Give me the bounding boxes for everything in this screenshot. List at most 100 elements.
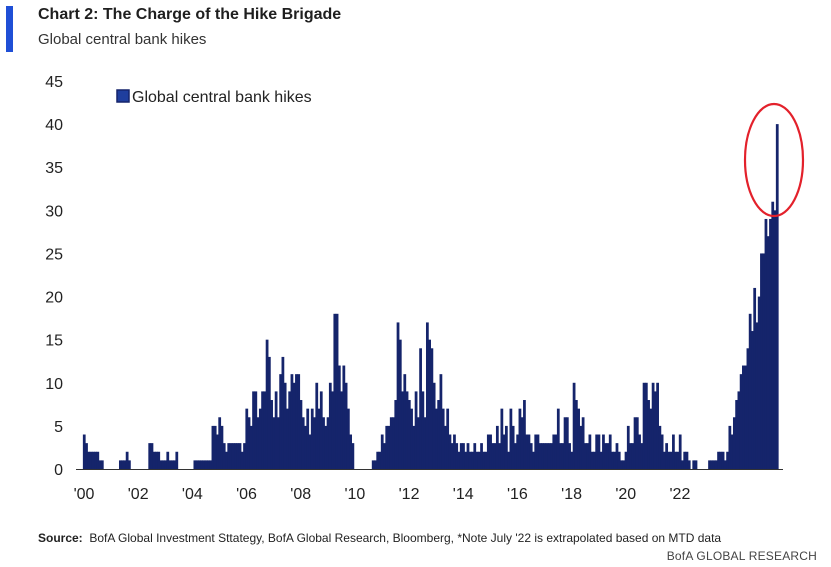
bar (755, 322, 759, 469)
bar (692, 460, 696, 469)
bar (717, 451, 720, 469)
chart-title: Chart 2: The Charge of the Hike Brigade (38, 6, 342, 23)
bar (714, 460, 718, 469)
bar (572, 382, 576, 469)
bar (267, 356, 271, 469)
x-tick-label: '20 (615, 486, 636, 503)
bar (297, 374, 301, 469)
bar (453, 434, 456, 469)
bar (220, 425, 224, 469)
bar (292, 382, 296, 469)
y-tick-label: 5 (54, 419, 63, 436)
bar (742, 365, 745, 469)
bar (593, 451, 596, 469)
bar (439, 374, 443, 469)
bar (416, 417, 420, 469)
bar (766, 236, 770, 469)
bar (317, 408, 321, 469)
bar (225, 451, 228, 469)
bar (200, 460, 204, 469)
bar (263, 391, 267, 469)
bar (667, 451, 671, 469)
source-note: Source: BofA Global Investment Sttategy,… (38, 531, 721, 545)
bar (712, 460, 716, 469)
bar (270, 400, 273, 469)
x-tick-label: '06 (236, 486, 257, 503)
bar (498, 443, 501, 469)
bar (252, 391, 255, 469)
bar (694, 460, 698, 469)
bar (218, 417, 222, 469)
bar (640, 443, 644, 469)
bar (335, 313, 339, 469)
bar (504, 425, 508, 469)
bar (769, 218, 772, 469)
bar (599, 451, 603, 469)
bar (482, 451, 486, 469)
bar (231, 443, 235, 469)
bar (315, 382, 319, 469)
bar (281, 356, 285, 469)
bar (405, 391, 409, 469)
bar (164, 460, 167, 469)
x-tick-label: '12 (399, 486, 420, 503)
bar (486, 434, 490, 469)
bar (771, 201, 775, 469)
bar (511, 425, 515, 469)
bar (678, 434, 682, 469)
bar (274, 391, 278, 469)
bar (319, 391, 323, 469)
bar (96, 451, 100, 469)
bar (584, 443, 587, 469)
source-label: Source: (38, 531, 83, 545)
bar (85, 443, 88, 469)
bar (590, 451, 594, 469)
x-tick-label: '16 (507, 486, 528, 503)
bar (595, 434, 599, 469)
bar (541, 443, 544, 469)
bar (523, 400, 526, 469)
bar (480, 443, 483, 469)
bar (414, 391, 418, 469)
bar (351, 443, 355, 469)
bar (674, 451, 678, 469)
bar (681, 460, 684, 469)
bar (265, 339, 269, 469)
bar (570, 451, 574, 469)
bar (613, 451, 617, 469)
bar (468, 451, 472, 469)
bar (152, 451, 156, 469)
bar (457, 451, 461, 469)
bar (344, 382, 348, 469)
bar (432, 382, 436, 469)
bar (491, 443, 495, 469)
bar (166, 451, 170, 469)
bar (656, 382, 659, 469)
bar (288, 391, 292, 469)
bar (123, 460, 127, 469)
bar (98, 460, 102, 469)
bar (245, 408, 249, 469)
bar (128, 460, 131, 469)
bar (283, 382, 287, 469)
bar (272, 417, 276, 469)
bar (507, 451, 511, 469)
bar (604, 443, 608, 469)
bar (514, 443, 517, 469)
bar (626, 425, 630, 469)
bar (638, 434, 641, 469)
bar (322, 417, 325, 469)
bar (577, 408, 580, 469)
bar (737, 391, 741, 469)
bar (660, 434, 664, 469)
title-accent-bar (6, 6, 13, 52)
bar (500, 408, 504, 469)
bar (238, 443, 242, 469)
bar (658, 425, 662, 469)
bar (227, 443, 231, 469)
bar (563, 417, 567, 469)
bar (376, 451, 380, 469)
bar (82, 434, 86, 469)
bar (615, 443, 619, 469)
bar (290, 374, 294, 469)
